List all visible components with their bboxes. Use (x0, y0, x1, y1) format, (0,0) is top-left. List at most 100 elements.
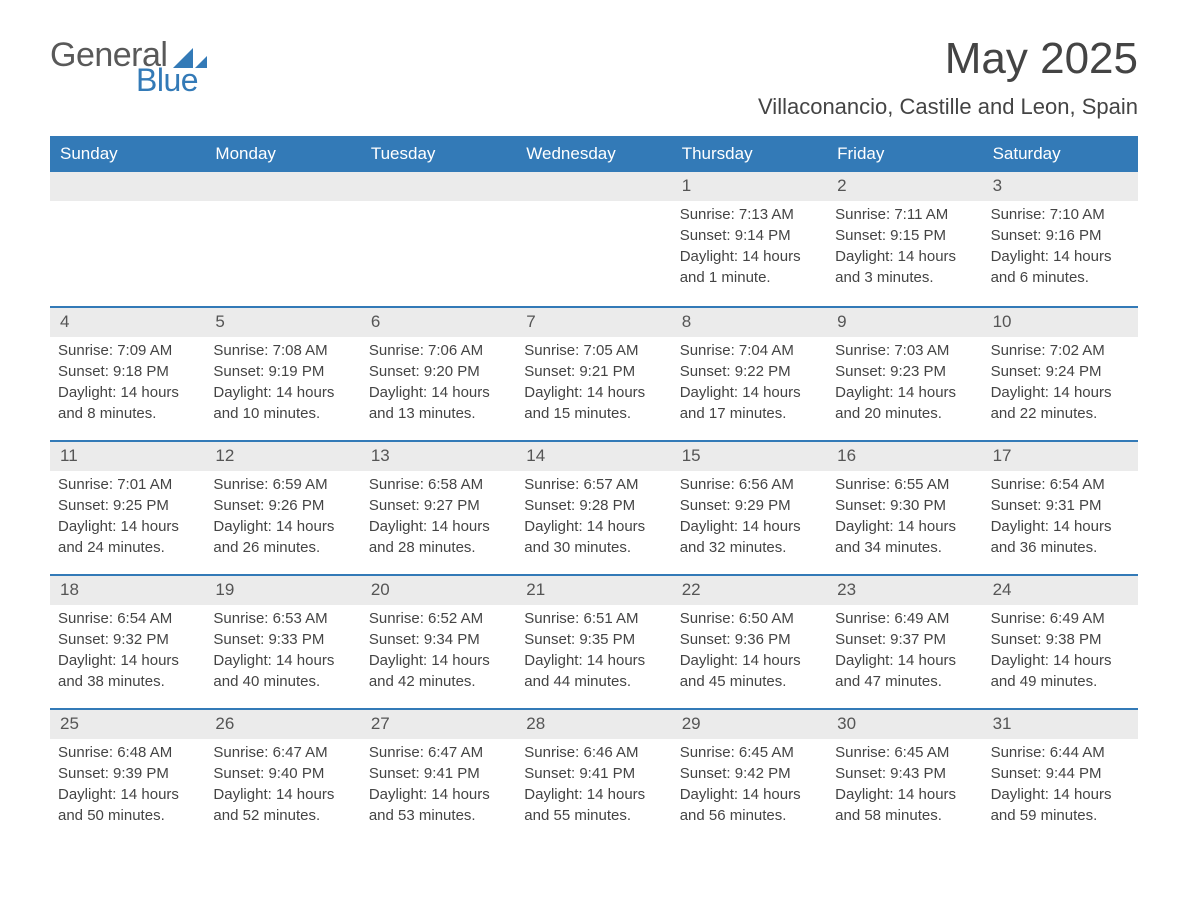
calendar-day: 25 Sunrise: 6:48 AMSunset: 9:39 PMDayligh… (50, 710, 205, 842)
calendar-day: 23 Sunrise: 6:49 AMSunset: 9:37 PMDayligh… (827, 576, 982, 708)
calendar-day: 21Sunrise: 6:51 AMSunset: 9:35 PMDayligh… (516, 576, 671, 708)
daylight-line: Daylight: 14 hours and 58 minutes. (835, 785, 974, 826)
dow-cell: Monday (205, 136, 360, 172)
sunrise-line: Sunrise: 6:46 AM (524, 743, 663, 763)
day-details: Sunrise: 7:05 AMSunset: 9:21 PMDaylight:… (524, 341, 663, 424)
day-details: Sunrise: 7:03 AMSunset: 9:23 PMDaylight:… (835, 341, 974, 424)
sunset-line: Sunset: 9:35 PM (524, 630, 663, 650)
daylight-line: Daylight: 14 hours and 34 minutes. (835, 517, 974, 558)
sunset-line: Sunset: 9:24 PM (991, 362, 1130, 382)
calendar-day: 17Sunrise: 6:54 AMSunset: 9:31 PMDayligh… (983, 442, 1138, 574)
calendar-day: 5 Sunrise: 7:08 AMSunset: 9:19 PMDaylight… (205, 308, 360, 440)
sunrise-line: Sunrise: 7:06 AM (369, 341, 508, 361)
day-details: Sunrise: 6:49 AMSunset: 9:38 PMDaylight:… (991, 609, 1130, 692)
day-details: Sunrise: 6:48 AMSunset: 9:39 PMDaylight:… (58, 743, 197, 826)
daylight-line: Daylight: 14 hours and 50 minutes. (58, 785, 197, 826)
sunset-line: Sunset: 9:42 PM (680, 764, 819, 784)
sunrise-line: Sunrise: 6:54 AM (58, 609, 197, 629)
sunset-line: Sunset: 9:33 PM (213, 630, 352, 650)
sunrise-line: Sunrise: 7:03 AM (835, 341, 974, 361)
calendar-day: 8 Sunrise: 7:04 AMSunset: 9:22 PMDaylight… (672, 308, 827, 440)
day-number: 25 (50, 710, 205, 739)
sunset-line: Sunset: 9:16 PM (991, 226, 1130, 246)
calendar-day: 15Sunrise: 6:56 AMSunset: 9:29 PMDayligh… (672, 442, 827, 574)
day-number: 27 (361, 710, 516, 739)
sunrise-line: Sunrise: 7:05 AM (524, 341, 663, 361)
calendar-day: 24Sunrise: 6:49 AMSunset: 9:38 PMDayligh… (983, 576, 1138, 708)
day-details: Sunrise: 6:50 AMSunset: 9:36 PMDaylight:… (680, 609, 819, 692)
calendar-day (361, 172, 516, 306)
days-of-week-header: SundayMondayTuesdayWednesdayThursdayFrid… (50, 136, 1138, 172)
day-number: 3 (983, 172, 1138, 201)
sunset-line: Sunset: 9:21 PM (524, 362, 663, 382)
day-number: 18 (50, 576, 205, 605)
day-details: Sunrise: 7:08 AMSunset: 9:19 PMDaylight:… (213, 341, 352, 424)
day-number: 7 (516, 308, 671, 337)
day-details: Sunrise: 6:45 AMSunset: 9:42 PMDaylight:… (680, 743, 819, 826)
calendar-day: 28Sunrise: 6:46 AMSunset: 9:41 PMDayligh… (516, 710, 671, 842)
day-details: Sunrise: 6:46 AMSunset: 9:41 PMDaylight:… (524, 743, 663, 826)
daylight-line: Daylight: 14 hours and 45 minutes. (680, 651, 819, 692)
calendar-day: 18Sunrise: 6:54 AMSunset: 9:32 PMDayligh… (50, 576, 205, 708)
sunrise-line: Sunrise: 6:57 AM (524, 475, 663, 495)
daylight-line: Daylight: 14 hours and 13 minutes. (369, 383, 508, 424)
sunrise-line: Sunrise: 6:48 AM (58, 743, 197, 763)
dow-cell: Wednesday (516, 136, 671, 172)
day-details: Sunrise: 7:13 AMSunset: 9:14 PMDaylight:… (680, 205, 819, 288)
day-number: 30 (827, 710, 982, 739)
calendar-week: 18 Sunrise: 6:54 AMSunset: 9:32 PM Dayligh… (50, 574, 1138, 708)
sunset-line: Sunset: 9:28 PM (524, 496, 663, 516)
daylight-line: Daylight: 14 hours and 8 minutes. (58, 383, 197, 424)
day-details: Sunrise: 6:57 AMSunset: 9:28 PMDaylight:… (524, 475, 663, 558)
sunset-line: Sunset: 9:31 PM (991, 496, 1130, 516)
calendar-day: 1Sunrise: 7:13 AMSunset: 9:14 PMDaylight… (672, 172, 827, 306)
sunrise-line: Sunrise: 7:08 AM (213, 341, 352, 361)
day-number: 9 (827, 308, 982, 337)
sunrise-line: Sunrise: 6:59 AM (213, 475, 352, 495)
sunrise-line: Sunrise: 6:47 AM (213, 743, 352, 763)
logo: General Blue (50, 34, 207, 96)
calendar-day (516, 172, 671, 306)
sunset-line: Sunset: 9:41 PM (369, 764, 508, 784)
weeks-container: 1Sunrise: 7:13 AMSunset: 9:14 PMDaylight… (50, 172, 1138, 842)
sunset-line: Sunset: 9:27 PM (369, 496, 508, 516)
day-details: Sunrise: 7:01 AMSunset: 9:25 PMDaylight:… (58, 475, 197, 558)
daylight-line: Daylight: 14 hours and 42 minutes. (369, 651, 508, 692)
sunrise-line: Sunrise: 7:09 AM (58, 341, 197, 361)
daylight-line: Daylight: 14 hours and 44 minutes. (524, 651, 663, 692)
day-details: Sunrise: 6:45 AMSunset: 9:43 PMDaylight:… (835, 743, 974, 826)
dow-cell: Sunday (50, 136, 205, 172)
calendar-day: 4Sunrise: 7:09 AMSunset: 9:18 PMDaylight… (50, 308, 205, 440)
daylight-line: Daylight: 14 hours and 26 minutes. (213, 517, 352, 558)
day-number: 2 (827, 172, 982, 201)
day-number (516, 172, 671, 201)
daylight-line: Daylight: 14 hours and 49 minutes. (991, 651, 1130, 692)
day-details: Sunrise: 7:10 AMSunset: 9:16 PMDaylight:… (991, 205, 1130, 288)
day-details: Sunrise: 7:04 AMSunset: 9:22 PMDaylight:… (680, 341, 819, 424)
calendar-day: 27Sunrise: 6:47 AMSunset: 9:41 PMDayligh… (361, 710, 516, 842)
daylight-line: Daylight: 14 hours and 56 minutes. (680, 785, 819, 826)
sunset-line: Sunset: 9:41 PM (524, 764, 663, 784)
day-number: 17 (983, 442, 1138, 471)
dow-cell: Friday (827, 136, 982, 172)
daylight-line: Daylight: 14 hours and 15 minutes. (524, 383, 663, 424)
day-details: Sunrise: 6:59 AMSunset: 9:26 PMDaylight:… (213, 475, 352, 558)
sunset-line: Sunset: 9:32 PM (58, 630, 197, 650)
day-number: 15 (672, 442, 827, 471)
sunrise-line: Sunrise: 7:13 AM (680, 205, 819, 225)
sunset-line: Sunset: 9:39 PM (58, 764, 197, 784)
daylight-line: Daylight: 14 hours and 52 minutes. (213, 785, 352, 826)
calendar-day: 22Sunrise: 6:50 AMSunset: 9:36 PMDayligh… (672, 576, 827, 708)
calendar-day: 14Sunrise: 6:57 AMSunset: 9:28 PMDayligh… (516, 442, 671, 574)
sunset-line: Sunset: 9:34 PM (369, 630, 508, 650)
day-details: Sunrise: 7:06 AMSunset: 9:20 PMDaylight:… (369, 341, 508, 424)
day-details: Sunrise: 6:49 AMSunset: 9:37 PMDaylight:… (835, 609, 974, 692)
day-number: 8 (672, 308, 827, 337)
day-number: 5 (205, 308, 360, 337)
sunrise-line: Sunrise: 6:58 AM (369, 475, 508, 495)
daylight-line: Daylight: 14 hours and 59 minutes. (991, 785, 1130, 826)
day-number: 23 (827, 576, 982, 605)
daylight-line: Daylight: 14 hours and 40 minutes. (213, 651, 352, 692)
calendar-day: 29Sunrise: 6:45 AMSunset: 9:42 PMDayligh… (672, 710, 827, 842)
location: Villaconancio, Castille and Leon, Spain (758, 94, 1138, 120)
